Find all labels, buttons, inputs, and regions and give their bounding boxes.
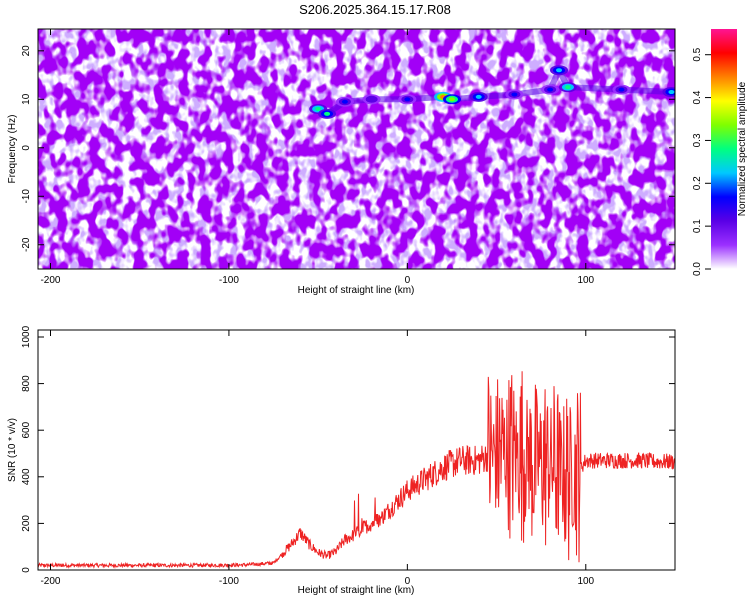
ridge-peak — [547, 87, 554, 92]
snr-y-tick-label: 1000 — [21, 325, 32, 348]
spectrogram-noise — [38, 29, 675, 269]
spectrogram-y-tick-label: -10 — [21, 189, 32, 204]
snr-x-tick-label: 0 — [405, 576, 411, 587]
spectrogram-y-tick-label: 10 — [21, 93, 32, 105]
spectrogram-y-tick-label: -20 — [21, 237, 32, 252]
ridge-peak — [668, 90, 675, 95]
snr-series-line — [38, 371, 675, 569]
snr-x-tick-label: -200 — [40, 576, 60, 587]
ridge-peak — [448, 97, 455, 102]
spectrogram-y-tick-label: 0 — [21, 145, 32, 151]
colorbar-tick-label: 0.5 — [692, 47, 703, 61]
spectrogram-y-tick-label: 20 — [21, 45, 32, 57]
colorbar-tick-label: 0.3 — [692, 133, 703, 147]
spectrogram-frame — [37, 28, 676, 270]
snr-y-tick-label: 800 — [21, 375, 32, 392]
colorbar-tick-label: 0.2 — [692, 176, 703, 190]
snr-x-axis: -200 -100 0 100 — [40, 330, 595, 587]
snr-panel: -200 -100 0 100 0 200 400 600 800 1000 Height of… — [7, 325, 676, 596]
colorbar-scale — [711, 29, 737, 269]
ridge-peak — [368, 97, 375, 102]
ridge-peak — [511, 92, 518, 97]
ridge-peak — [404, 97, 411, 102]
colorbar-tick-label: 0.1 — [692, 219, 703, 233]
spectrogram-x-tick-label: -200 — [40, 275, 60, 286]
chart-title: S206.2025.364.15.17.R08 — [299, 2, 451, 17]
ridge-peak — [324, 111, 331, 116]
colorbar-label: Normalized spectral amplitude — [737, 81, 748, 216]
spectral-ridge — [309, 65, 675, 119]
ridge-peak — [564, 85, 571, 90]
spectrogram-x-tick-label: 100 — [577, 275, 594, 286]
colorbar-tick-label: 0.4 — [692, 90, 703, 104]
snr-x-tick-label: -100 — [219, 576, 239, 587]
snr-y-tick-label: 600 — [21, 421, 32, 438]
ridge-peak — [556, 68, 563, 73]
snr-y-tick-label: 400 — [21, 468, 32, 485]
colorbar-tick-label: 0.0 — [692, 262, 703, 276]
snr-y-label: SNR (10 * v/v) — [7, 418, 18, 482]
ridge-peak — [315, 107, 322, 111]
spectrogram-y-label: Frequency (Hz) — [7, 115, 18, 184]
ridge-peak — [341, 99, 348, 104]
snr-x-label: Height of straight line (km) — [298, 585, 415, 596]
colorbar-ticks: 0.0 0.1 0.2 0.3 0.4 0.5 — [692, 47, 711, 276]
snr-y-tick-label: 200 — [21, 515, 32, 532]
spectrogram-x-axis: -200 -100 0 100 — [40, 29, 595, 286]
colorbar: 0.0 0.1 0.2 0.3 0.4 0.5 Normalized spectral a… — [692, 29, 748, 276]
ridge-peak — [475, 94, 482, 99]
spectrogram-x-tick-label: 0 — [405, 275, 411, 286]
snr-y-tick-label: 0 — [21, 567, 32, 573]
spectrogram-y-axis: -20 -10 0 10 20 — [21, 45, 675, 252]
spectrogram-x-tick-label: -100 — [219, 275, 239, 286]
snr-frame — [37, 329, 676, 571]
ridge-peak — [618, 87, 625, 92]
snr-y-axis: 0 200 400 600 800 1000 — [21, 325, 675, 573]
spectrogram-x-label: Height of straight line (km) — [298, 285, 415, 296]
snr-x-tick-label: 100 — [577, 576, 594, 587]
